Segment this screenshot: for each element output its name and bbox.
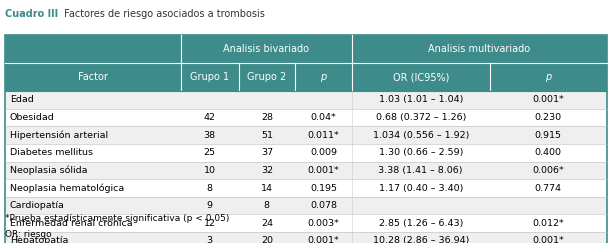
Text: 32: 32 (261, 166, 273, 175)
Text: 42: 42 (204, 113, 215, 122)
Text: 1.17 (0.40 – 3.40): 1.17 (0.40 – 3.40) (379, 183, 463, 192)
Text: Neoplasia hematológica: Neoplasia hematológica (10, 183, 124, 193)
Text: Grupo 1: Grupo 1 (190, 72, 229, 82)
Text: 10: 10 (204, 166, 215, 175)
Text: 0.003*: 0.003* (307, 219, 340, 228)
Text: 0.011*: 0.011* (308, 131, 339, 140)
Text: 8: 8 (207, 183, 212, 192)
Text: 0.68 (0.372 – 1.26): 0.68 (0.372 – 1.26) (376, 113, 466, 122)
Text: Diabetes mellitus: Diabetes mellitus (10, 148, 93, 157)
Text: Cardiopatía: Cardiopatía (10, 201, 65, 210)
Text: 38: 38 (204, 131, 215, 140)
Text: Enfermedad renal crónica: Enfermedad renal crónica (10, 219, 132, 228)
Text: Analisis multivariado: Analisis multivariado (428, 44, 531, 54)
Text: 3.38 (1.41 – 8.06): 3.38 (1.41 – 8.06) (378, 166, 463, 175)
Text: 0.001*: 0.001* (308, 236, 339, 243)
Text: 0.078: 0.078 (310, 201, 337, 210)
Text: Neoplasia sólida: Neoplasia sólida (10, 166, 88, 175)
Bar (5, 35, 607, 63)
Bar (5, 35, 607, 243)
Text: Grupo 2: Grupo 2 (247, 72, 286, 82)
Text: 0.012*: 0.012* (532, 219, 564, 228)
Bar (5, 144, 607, 162)
Bar (5, 179, 607, 197)
Text: OR: riesgo: OR: riesgo (5, 230, 51, 239)
Text: 0.230: 0.230 (535, 113, 562, 122)
Bar (5, 214, 607, 232)
Text: 0.195: 0.195 (310, 183, 337, 192)
Text: 0.774: 0.774 (535, 183, 562, 192)
Text: 2.85 (1.26 – 6.43): 2.85 (1.26 – 6.43) (379, 219, 463, 228)
Text: 0.04*: 0.04* (310, 113, 337, 122)
Bar (5, 126, 607, 144)
Text: 1.03 (1.01 – 1.04): 1.03 (1.01 – 1.04) (379, 95, 463, 104)
Text: Cuadro III: Cuadro III (5, 9, 58, 18)
Text: 0.001*: 0.001* (308, 166, 339, 175)
Text: 1.034 (0.556 – 1.92): 1.034 (0.556 – 1.92) (373, 131, 469, 140)
Text: 14: 14 (261, 183, 273, 192)
Text: 12: 12 (204, 219, 215, 228)
Text: 3: 3 (206, 236, 213, 243)
Text: 10.28 (2.86 – 36.94): 10.28 (2.86 – 36.94) (373, 236, 469, 243)
Bar (5, 109, 607, 126)
Text: Hipertensión arterial: Hipertensión arterial (10, 130, 108, 140)
Text: 8: 8 (264, 201, 270, 210)
Bar (5, 63, 607, 91)
Bar (5, 197, 607, 214)
Text: Obesidad: Obesidad (10, 113, 54, 122)
Text: 28: 28 (261, 113, 273, 122)
Text: Analisis bivariado: Analisis bivariado (223, 44, 309, 54)
Text: 9: 9 (207, 201, 212, 210)
Text: 51: 51 (261, 131, 273, 140)
Bar (5, 91, 607, 109)
Text: 37: 37 (261, 148, 273, 157)
Text: 0.400: 0.400 (535, 148, 562, 157)
Text: 0.006*: 0.006* (532, 166, 564, 175)
Text: 0.915: 0.915 (535, 131, 562, 140)
Text: p: p (545, 72, 551, 82)
Text: Factores de riesgo asociados a trombosis: Factores de riesgo asociados a trombosis (61, 9, 265, 18)
Text: 0.001*: 0.001* (532, 236, 564, 243)
Text: Edad: Edad (10, 95, 34, 104)
Text: 0.009: 0.009 (310, 148, 337, 157)
Text: 1.30 (0.66 – 2.59): 1.30 (0.66 – 2.59) (379, 148, 463, 157)
Bar (5, 232, 607, 243)
Text: *Prueba estadísticamente significativa (p < 0.05): *Prueba estadísticamente significativa (… (5, 214, 229, 223)
Text: p: p (320, 72, 327, 82)
Text: Hepatopatía: Hepatopatía (10, 236, 68, 243)
Text: 20: 20 (261, 236, 273, 243)
Text: Factor: Factor (78, 72, 108, 82)
Text: 0.001*: 0.001* (532, 95, 564, 104)
Text: 24: 24 (261, 219, 273, 228)
Text: OR (IC95%): OR (IC95%) (392, 72, 449, 82)
Text: 25: 25 (204, 148, 215, 157)
Bar (5, 162, 607, 179)
